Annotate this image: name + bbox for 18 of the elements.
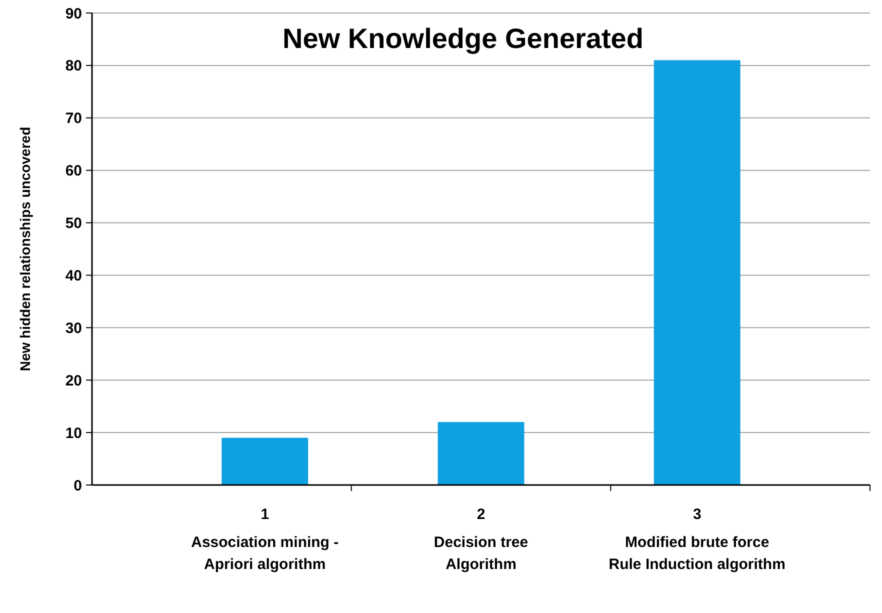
bar <box>222 438 308 485</box>
y-tick-label: 60 <box>65 162 82 180</box>
x-tick-label: 1 Association mining - Apriori algorithm <box>191 506 339 573</box>
y-tick-label: 20 <box>65 372 82 390</box>
y-tick-label: 90 <box>65 5 82 22</box>
chart-title: New Knowledge Generated <box>282 23 644 54</box>
x-tick-label: 3 Modified brute force Rule Induction algorithm <box>608 506 786 573</box>
y-tick-label: 40 <box>65 267 82 284</box>
y-tick-label: 0 <box>74 477 82 494</box>
y-tick-label: 80 <box>65 58 82 75</box>
x-tick-label: 2 Decision tree Algorithm <box>434 506 528 573</box>
y-tick-label: 50 <box>65 215 82 232</box>
y-axis-title: New hidden relationships uncovered <box>17 126 33 372</box>
bar <box>438 422 524 485</box>
y-tick-label: 10 <box>65 424 82 442</box>
y-tick-label: 70 <box>65 110 82 128</box>
bar <box>654 60 740 485</box>
y-tick-label: 30 <box>65 320 82 337</box>
